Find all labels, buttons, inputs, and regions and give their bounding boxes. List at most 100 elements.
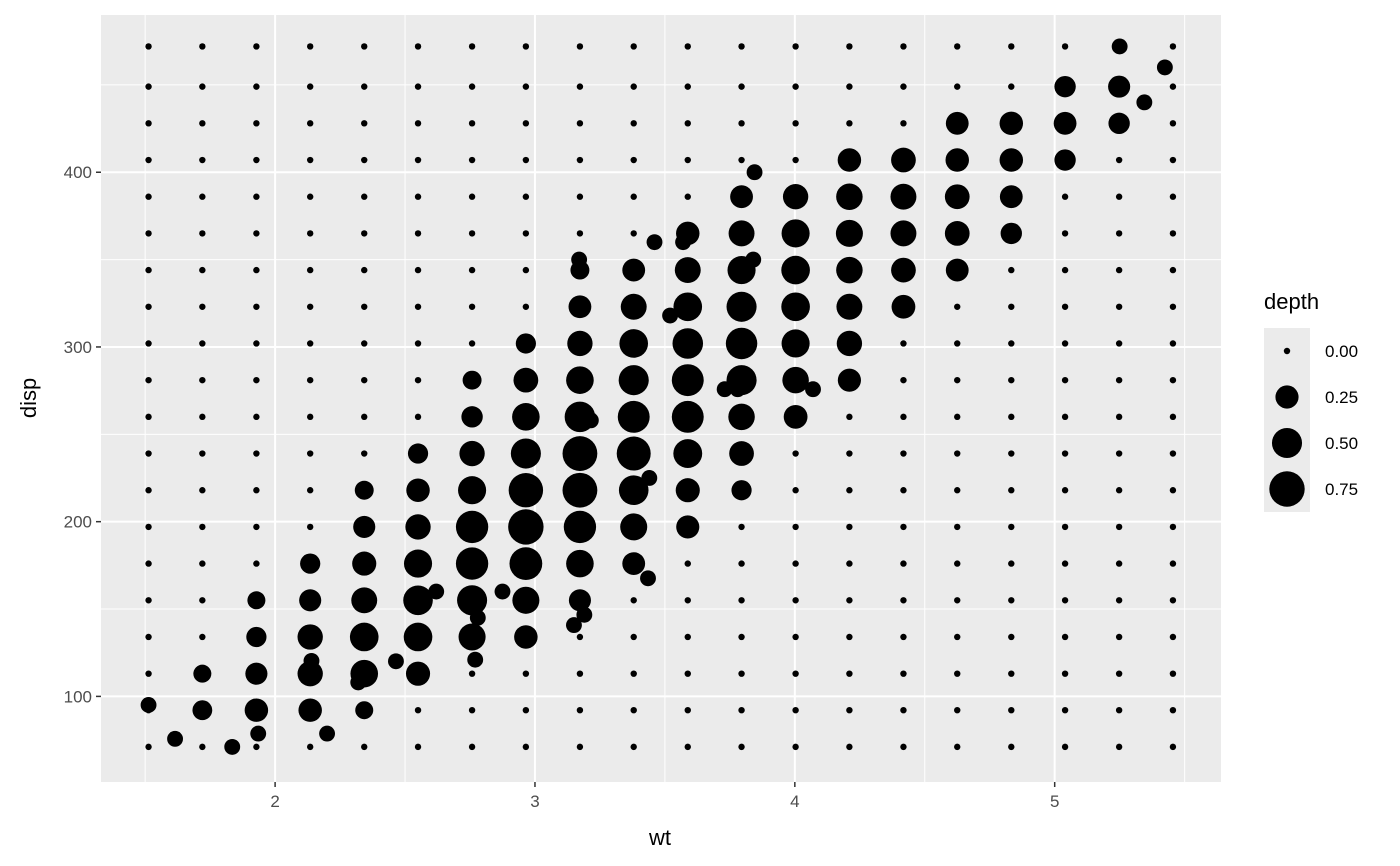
grid-point <box>306 266 314 274</box>
grid-point <box>145 120 152 127</box>
grid-point <box>414 413 422 421</box>
grid-point <box>1169 303 1177 310</box>
grid-point <box>671 400 704 433</box>
grid-point <box>945 148 969 172</box>
grid-point <box>361 193 368 200</box>
grid-point <box>522 303 530 310</box>
grid-point <box>618 365 649 396</box>
grid-point <box>1061 706 1069 714</box>
grid-point <box>891 294 916 319</box>
grid-point <box>792 450 799 457</box>
grid-point <box>407 443 429 464</box>
grid-point <box>1115 597 1123 604</box>
observation-point <box>745 251 762 268</box>
grid-point <box>846 633 853 641</box>
grid-point <box>684 743 691 751</box>
observation-point <box>388 653 404 670</box>
grid-point <box>630 633 637 641</box>
grid-point <box>199 43 206 50</box>
grid-point <box>1108 112 1130 135</box>
grid-point <box>1169 597 1177 604</box>
grid-point <box>468 120 476 127</box>
legend-key-circle <box>1271 427 1303 459</box>
grid-point <box>672 328 704 359</box>
grid-point <box>1108 75 1131 98</box>
observation-point <box>675 234 692 251</box>
grid-point <box>145 413 152 421</box>
grid-point <box>1115 743 1123 751</box>
grid-point <box>522 706 530 714</box>
grid-point <box>522 230 530 237</box>
grid-point <box>1061 193 1069 200</box>
grid-point <box>726 291 757 322</box>
grid-point <box>253 450 260 457</box>
grid-point <box>1008 43 1015 50</box>
grid-point <box>620 513 648 541</box>
grid-point <box>253 83 260 90</box>
grid-point <box>510 438 541 469</box>
grid-point <box>576 743 584 751</box>
grid-point <box>900 413 907 421</box>
grid-point <box>199 266 206 274</box>
grid-point <box>361 156 368 164</box>
grid-point <box>145 376 152 384</box>
grid-point <box>846 487 853 494</box>
grid-point <box>299 589 322 612</box>
y-axis-title: disp <box>16 378 41 418</box>
grid-point <box>616 436 651 471</box>
grid-point <box>1169 266 1177 274</box>
grid-point <box>361 43 368 50</box>
grid-point <box>576 670 584 677</box>
grid-point <box>738 706 745 714</box>
grid-point <box>1008 670 1015 677</box>
grid-point <box>792 43 799 50</box>
grid-point <box>403 549 433 578</box>
legend-entries: 0.00 0.25 0.50 0.75 <box>1269 342 1358 507</box>
grid-point <box>1169 523 1177 531</box>
grid-point <box>944 221 970 246</box>
grid-point <box>1008 83 1015 90</box>
grid-point <box>253 266 260 274</box>
grid-point <box>199 193 206 200</box>
grid-point <box>253 523 260 531</box>
grid-point <box>1008 743 1015 751</box>
observation-point <box>1156 59 1173 76</box>
grid-point <box>1169 487 1177 494</box>
grid-point <box>414 340 422 347</box>
grid-point <box>247 591 266 610</box>
grid-point <box>622 552 646 576</box>
grid-point <box>738 120 745 127</box>
grid-point <box>900 523 907 531</box>
data-points <box>140 38 1177 755</box>
grid-point <box>1008 376 1015 384</box>
grid-point <box>630 706 637 714</box>
grid-point <box>1169 670 1177 677</box>
grid-point <box>792 560 799 567</box>
grid-point <box>199 560 206 567</box>
grid-point <box>738 156 745 164</box>
grid-point <box>145 230 152 237</box>
grid-point <box>522 83 530 90</box>
grid-point <box>361 450 368 457</box>
grid-point <box>618 475 649 506</box>
grid-point <box>944 184 970 210</box>
grid-point <box>361 266 368 274</box>
size-legend: depth 0.00 0.25 0.50 0.75 <box>1264 289 1358 512</box>
observation-point <box>303 652 320 669</box>
grid-point <box>199 340 206 347</box>
grid-point <box>725 327 758 360</box>
grid-point <box>684 633 691 641</box>
grid-point <box>630 193 637 200</box>
grid-point <box>253 560 260 567</box>
grid-point <box>1115 230 1123 237</box>
grid-point <box>1169 560 1177 567</box>
grid-point <box>1115 633 1123 641</box>
grid-point <box>1061 560 1069 567</box>
grid-point <box>954 303 961 310</box>
legend-entry-label: 0.50 <box>1325 434 1358 453</box>
grid-point <box>781 292 810 322</box>
grid-point <box>199 597 206 604</box>
grid-point <box>728 220 755 247</box>
plot-panel <box>101 15 1221 782</box>
grid-point <box>1115 156 1123 164</box>
